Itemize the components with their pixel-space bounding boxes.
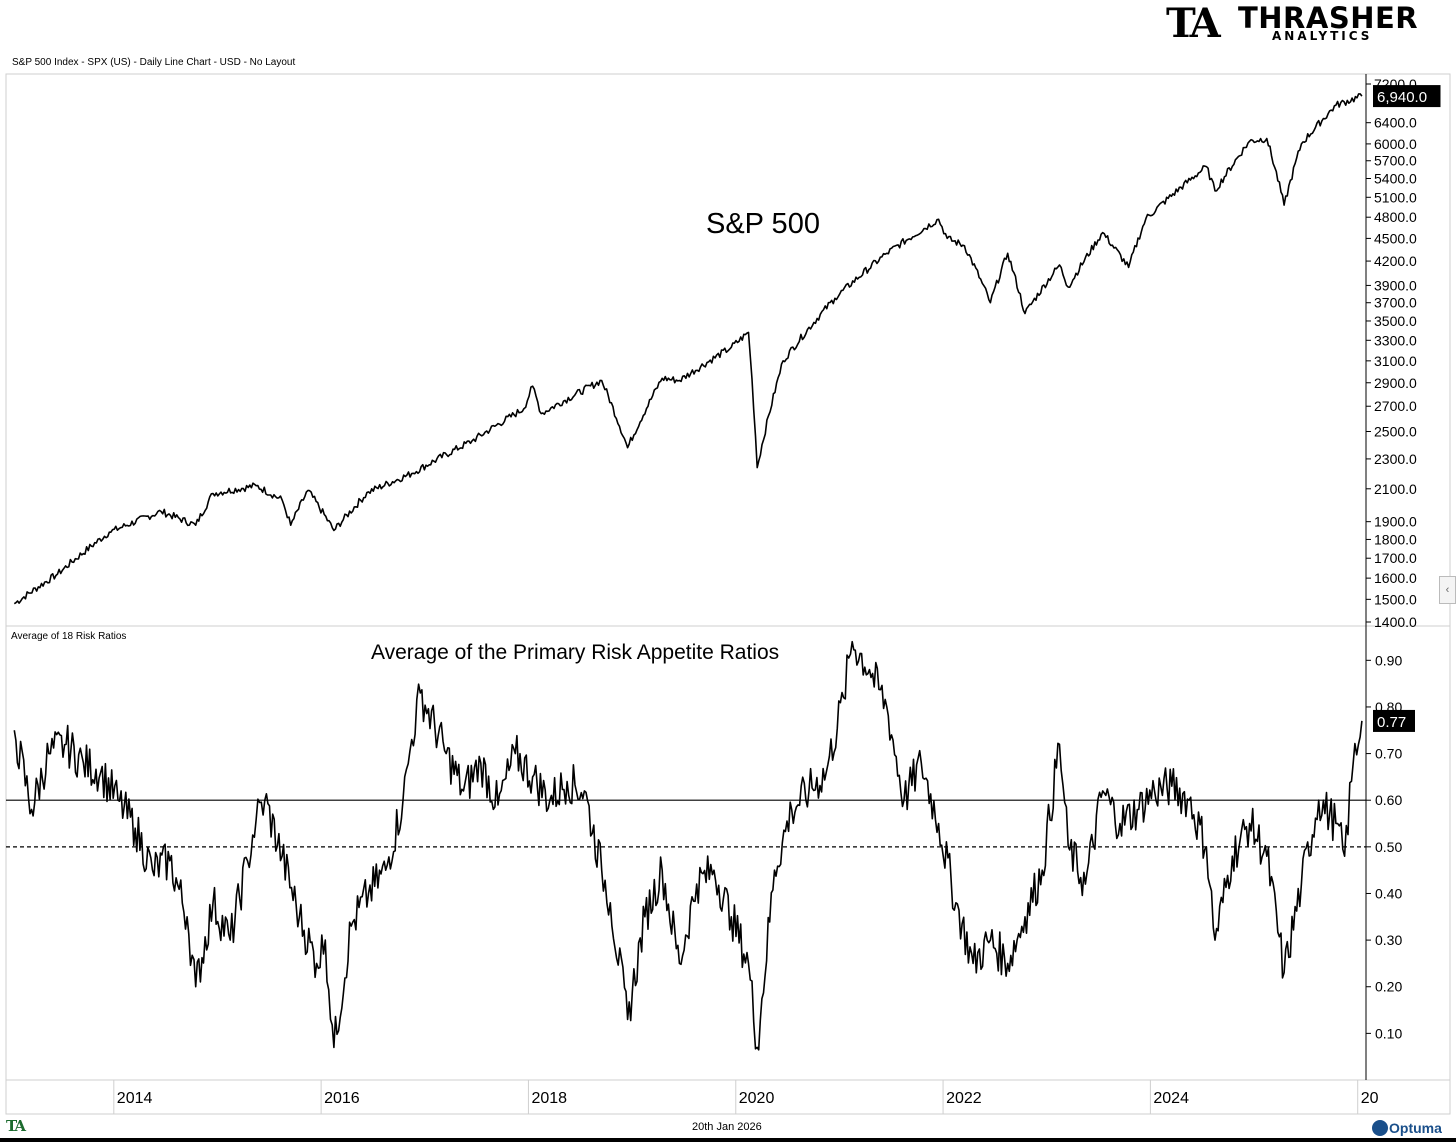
upper-y-tick-label: 3700.0 [1374, 295, 1417, 311]
chart-frame [0, 73, 1456, 1142]
chevron-left-icon: ‹ [1445, 584, 1450, 596]
lower-y-tick-label: 0.40 [1375, 885, 1402, 901]
lower-last-value-label: 0.77 [1377, 714, 1406, 731]
upper-y-tick-label: 2100.0 [1374, 481, 1417, 497]
lower-last-value-label-box [1373, 709, 1415, 732]
risk-ratio-series-line [13, 640, 1363, 1051]
upper-y-tick-label: 1900.0 [1374, 514, 1417, 530]
lower-y-tick-label: 0.10 [1375, 1025, 1402, 1041]
optuma-name: Optuma [1389, 1120, 1442, 1136]
upper-y-tick-label: 5700.0 [1374, 153, 1417, 169]
upper-chart-title: S&P 500 [706, 208, 820, 240]
optuma-icon [1372, 1120, 1388, 1136]
upper-y-tick-label: 4800.0 [1374, 209, 1417, 225]
upper-y-tick-label: 3900.0 [1374, 277, 1417, 293]
upper-y-tick-label: 4200.0 [1374, 253, 1417, 269]
lower-y-tick-label: 0.20 [1375, 979, 1402, 995]
upper-last-value-label: 6,940.0 [1377, 89, 1427, 106]
upper-y-tick-label: 5400.0 [1374, 171, 1417, 187]
x-tick-label: 2020 [739, 1090, 775, 1107]
lower-y-tick-label: 0.90 [1375, 652, 1402, 668]
x-tick-label: 2014 [117, 1090, 153, 1107]
logo-subtitle: ANALYTICS [1272, 29, 1373, 43]
footer-logo-mark: TA [6, 1117, 26, 1135]
logo-mark: TA [1166, 0, 1221, 47]
upper-y-tick-label: 2900.0 [1374, 375, 1417, 391]
lower-chart-title: Average of the Primary Risk Appetite Rat… [371, 641, 780, 664]
upper-y-tick-label: 2700.0 [1374, 398, 1417, 414]
x-tick-label: 2024 [1153, 1090, 1189, 1107]
lower-y-tick-label: 0.50 [1375, 839, 1402, 855]
x-tick-label: 2018 [531, 1090, 567, 1107]
chart-description: S&P 500 Index - SPX (US) - Daily Line Ch… [12, 57, 296, 68]
optuma-logo: Optuma [1372, 1118, 1456, 1140]
collapse-panel-button[interactable]: ‹ [1439, 576, 1456, 604]
upper-y-tick-label: 6400.0 [1374, 115, 1417, 131]
upper-y-tick-label: 6000.0 [1374, 136, 1417, 152]
upper-y-tick-label: 3300.0 [1374, 332, 1417, 348]
upper-y-tick-label: 1700.0 [1374, 550, 1417, 566]
upper-last-value-label-box [1373, 85, 1441, 108]
logo-name: THRASHER [1238, 1, 1419, 35]
outer-frame [5, 73, 1451, 1115]
x-tick-label: 2022 [946, 1090, 982, 1107]
x-tick-label: 20 [1361, 1090, 1379, 1107]
upper-y-tick-label: 1400.0 [1374, 614, 1417, 630]
sp500-series-line [13, 93, 1363, 605]
upper-y-tick-label: 1500.0 [1374, 591, 1417, 607]
lower-y-tick-label: 0.60 [1375, 792, 1402, 808]
lower-y-tick-label: 0.30 [1375, 932, 1402, 948]
lower-panel-label: Average of 18 Risk Ratios [11, 631, 127, 642]
x-axis: 2014 2016 2018 2020 2022 2024 20 [113, 1080, 1379, 1114]
upper-y-tick-label: 1800.0 [1374, 531, 1417, 547]
last-value-labels: 6,940.0 0.77 [1373, 85, 1441, 732]
upper-y-tick-label: 3100.0 [1374, 353, 1417, 369]
upper-y-tick-label: 2300.0 [1374, 451, 1417, 467]
upper-y-tick-label: 3500.0 [1374, 313, 1417, 329]
lower-y-tick-label: 0.70 [1375, 746, 1402, 762]
upper-y-tick-label: 4500.0 [1374, 230, 1417, 246]
footer-date: 20th Jan 2026 [692, 1121, 762, 1133]
reference-lines [6, 799, 1366, 848]
upper-y-tick-label: 1600.0 [1374, 570, 1417, 586]
upper-y-tick-label: 5100.0 [1374, 189, 1417, 205]
x-tick-label: 2016 [324, 1090, 360, 1107]
thrasher-analytics-logo: TA THRASHER ANALYTICS [1166, 0, 1418, 47]
series-layer [13, 93, 1363, 1051]
upper-y-tick-label: 2500.0 [1374, 424, 1417, 440]
